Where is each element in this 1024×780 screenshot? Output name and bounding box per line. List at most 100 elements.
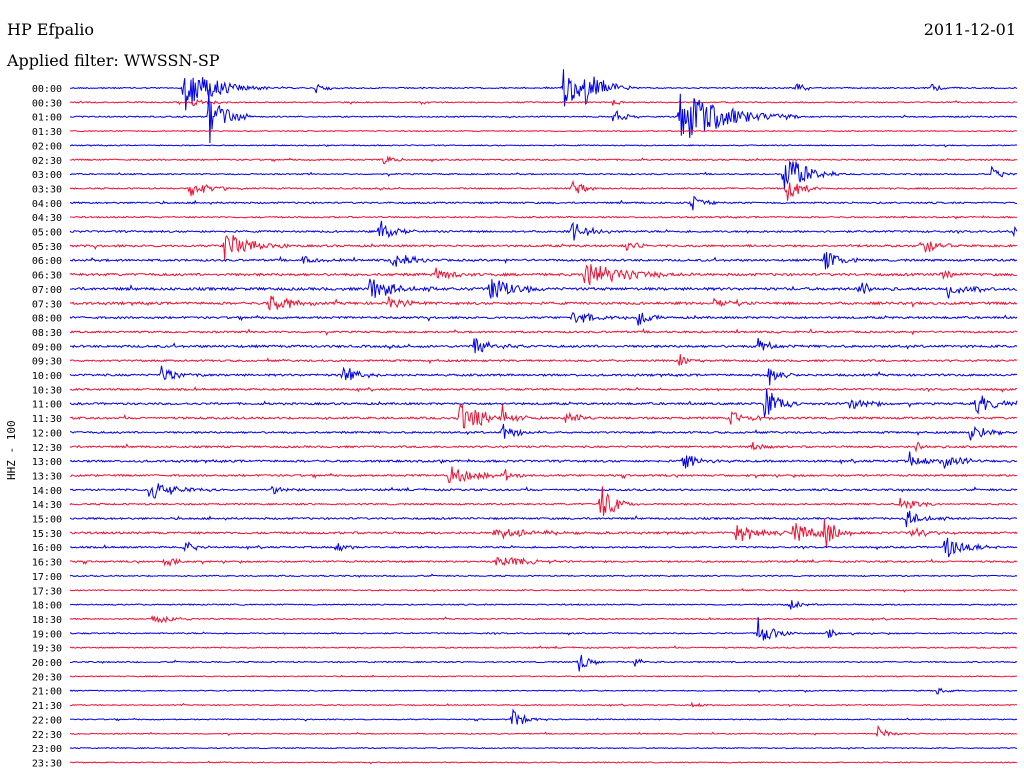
trace-line — [69, 746, 1018, 750]
row-time-label: 06:30 — [32, 271, 62, 282]
row-time-label: 04:30 — [32, 213, 62, 224]
trace-line — [69, 160, 1018, 190]
row-time-label: 02:30 — [32, 156, 62, 167]
row-time-label: 21:30 — [32, 701, 62, 712]
trace-line — [69, 423, 1018, 441]
trace-line — [69, 486, 1018, 516]
trace-line — [69, 760, 1018, 765]
row-time-label: 01:00 — [32, 113, 62, 124]
row-time-label: 03:00 — [32, 170, 62, 181]
row-time-label: 23:30 — [32, 758, 62, 769]
row-time-label: 16:30 — [32, 558, 62, 569]
row-time-label: 16:00 — [32, 543, 62, 554]
trace-line — [69, 337, 1018, 354]
row-time-label: 22:30 — [32, 730, 62, 741]
trace-line — [70, 519, 1018, 548]
row-time-label: 17:00 — [32, 572, 62, 583]
trace-line — [69, 295, 1018, 311]
trace-line — [69, 179, 1018, 201]
row-time-label: 11:00 — [32, 400, 62, 411]
row-time-label: 18:30 — [32, 615, 62, 626]
channel-label: HHZ - 10000 — [5, 420, 18, 480]
row-time-label: 08:00 — [32, 314, 62, 325]
trace-line — [69, 354, 1018, 366]
row-time-label: 21:00 — [32, 687, 62, 698]
trace-line — [69, 701, 1017, 708]
row-time-label: 14:00 — [32, 486, 62, 497]
row-time-label: 05:00 — [32, 228, 62, 239]
trace-line — [69, 143, 1018, 148]
row-time-label: 12:00 — [32, 428, 62, 439]
trace-line — [69, 220, 1018, 241]
trace-line — [69, 195, 1018, 211]
row-time-label: 22:00 — [32, 715, 62, 726]
trace-line — [69, 556, 1018, 568]
row-time-label: 02:00 — [32, 141, 62, 152]
row-time-label: 20:00 — [32, 658, 62, 669]
trace-line — [69, 614, 1018, 624]
trace-line — [69, 451, 1018, 470]
trace-line — [69, 311, 1018, 326]
trace-line — [69, 98, 1018, 107]
row-time-label: 14:30 — [32, 500, 62, 511]
trace-line — [69, 573, 1018, 578]
row-time-label: 03:30 — [32, 184, 62, 195]
trace-line — [69, 674, 1018, 678]
row-time-label: 06:00 — [32, 256, 62, 267]
trace-line — [69, 328, 1018, 336]
row-time-label: 10:30 — [32, 385, 62, 396]
trace-line — [69, 278, 1018, 299]
trace-line — [69, 129, 1018, 133]
trace-line — [69, 708, 1018, 725]
row-time-label: 23:00 — [32, 744, 62, 755]
trace-line — [69, 724, 1018, 737]
channel-label-text: HHZ - 10000 — [5, 420, 18, 480]
trace-line — [69, 215, 1018, 220]
row-time-label: 19:00 — [32, 629, 62, 640]
trace-line — [69, 483, 1018, 499]
trace-line — [69, 588, 1018, 593]
row-time-label: 08:30 — [32, 328, 62, 339]
trace-line — [70, 654, 1018, 672]
row-time-label: 19:30 — [32, 644, 62, 655]
trace-line — [69, 365, 1018, 386]
trace-line — [69, 687, 1018, 695]
trace-line — [69, 89, 1018, 144]
row-time-label: 17:30 — [32, 586, 62, 597]
row-time-label: 18:00 — [32, 601, 62, 612]
row-time-label: 12:30 — [32, 443, 62, 454]
row-time-label: 10:00 — [32, 371, 62, 382]
trace-line — [69, 388, 1018, 418]
trace-line — [69, 441, 1018, 453]
row-time-label: 01:30 — [32, 127, 62, 138]
trace-line — [69, 403, 1018, 429]
trace-line — [69, 600, 1017, 610]
trace-line — [70, 466, 1018, 483]
trace-line — [69, 155, 1018, 165]
station-name: HP Efpalio — [7, 20, 95, 39]
row-time-label: 00:00 — [32, 84, 62, 95]
row-time-label: 13:00 — [32, 457, 62, 468]
filter-label: Applied filter: WWSSN-SP — [7, 51, 220, 70]
row-time-label: 04:00 — [32, 199, 62, 210]
row-time-label: 07:00 — [32, 285, 62, 296]
date-label: 2011-12-01 — [923, 20, 1016, 39]
row-time-label: 15:00 — [32, 515, 62, 526]
trace-line — [69, 510, 1017, 528]
trace-line — [69, 386, 1017, 393]
trace-line — [69, 537, 1018, 558]
row-time-label: 00:30 — [32, 98, 62, 109]
trace-line — [69, 264, 1018, 286]
trace-line — [69, 645, 1018, 650]
row-time-label: 09:00 — [32, 342, 62, 353]
row-time-label: 07:30 — [32, 299, 62, 310]
trace-line — [70, 252, 1018, 270]
row-time-label: 13:30 — [32, 471, 62, 482]
trace-line — [69, 617, 1018, 641]
trace-line — [69, 235, 1018, 261]
trace-line — [70, 69, 1018, 111]
row-time-label: 15:30 — [32, 529, 62, 540]
row-time-label: 20:30 — [32, 672, 62, 683]
row-time-label: 09:30 — [32, 357, 62, 368]
